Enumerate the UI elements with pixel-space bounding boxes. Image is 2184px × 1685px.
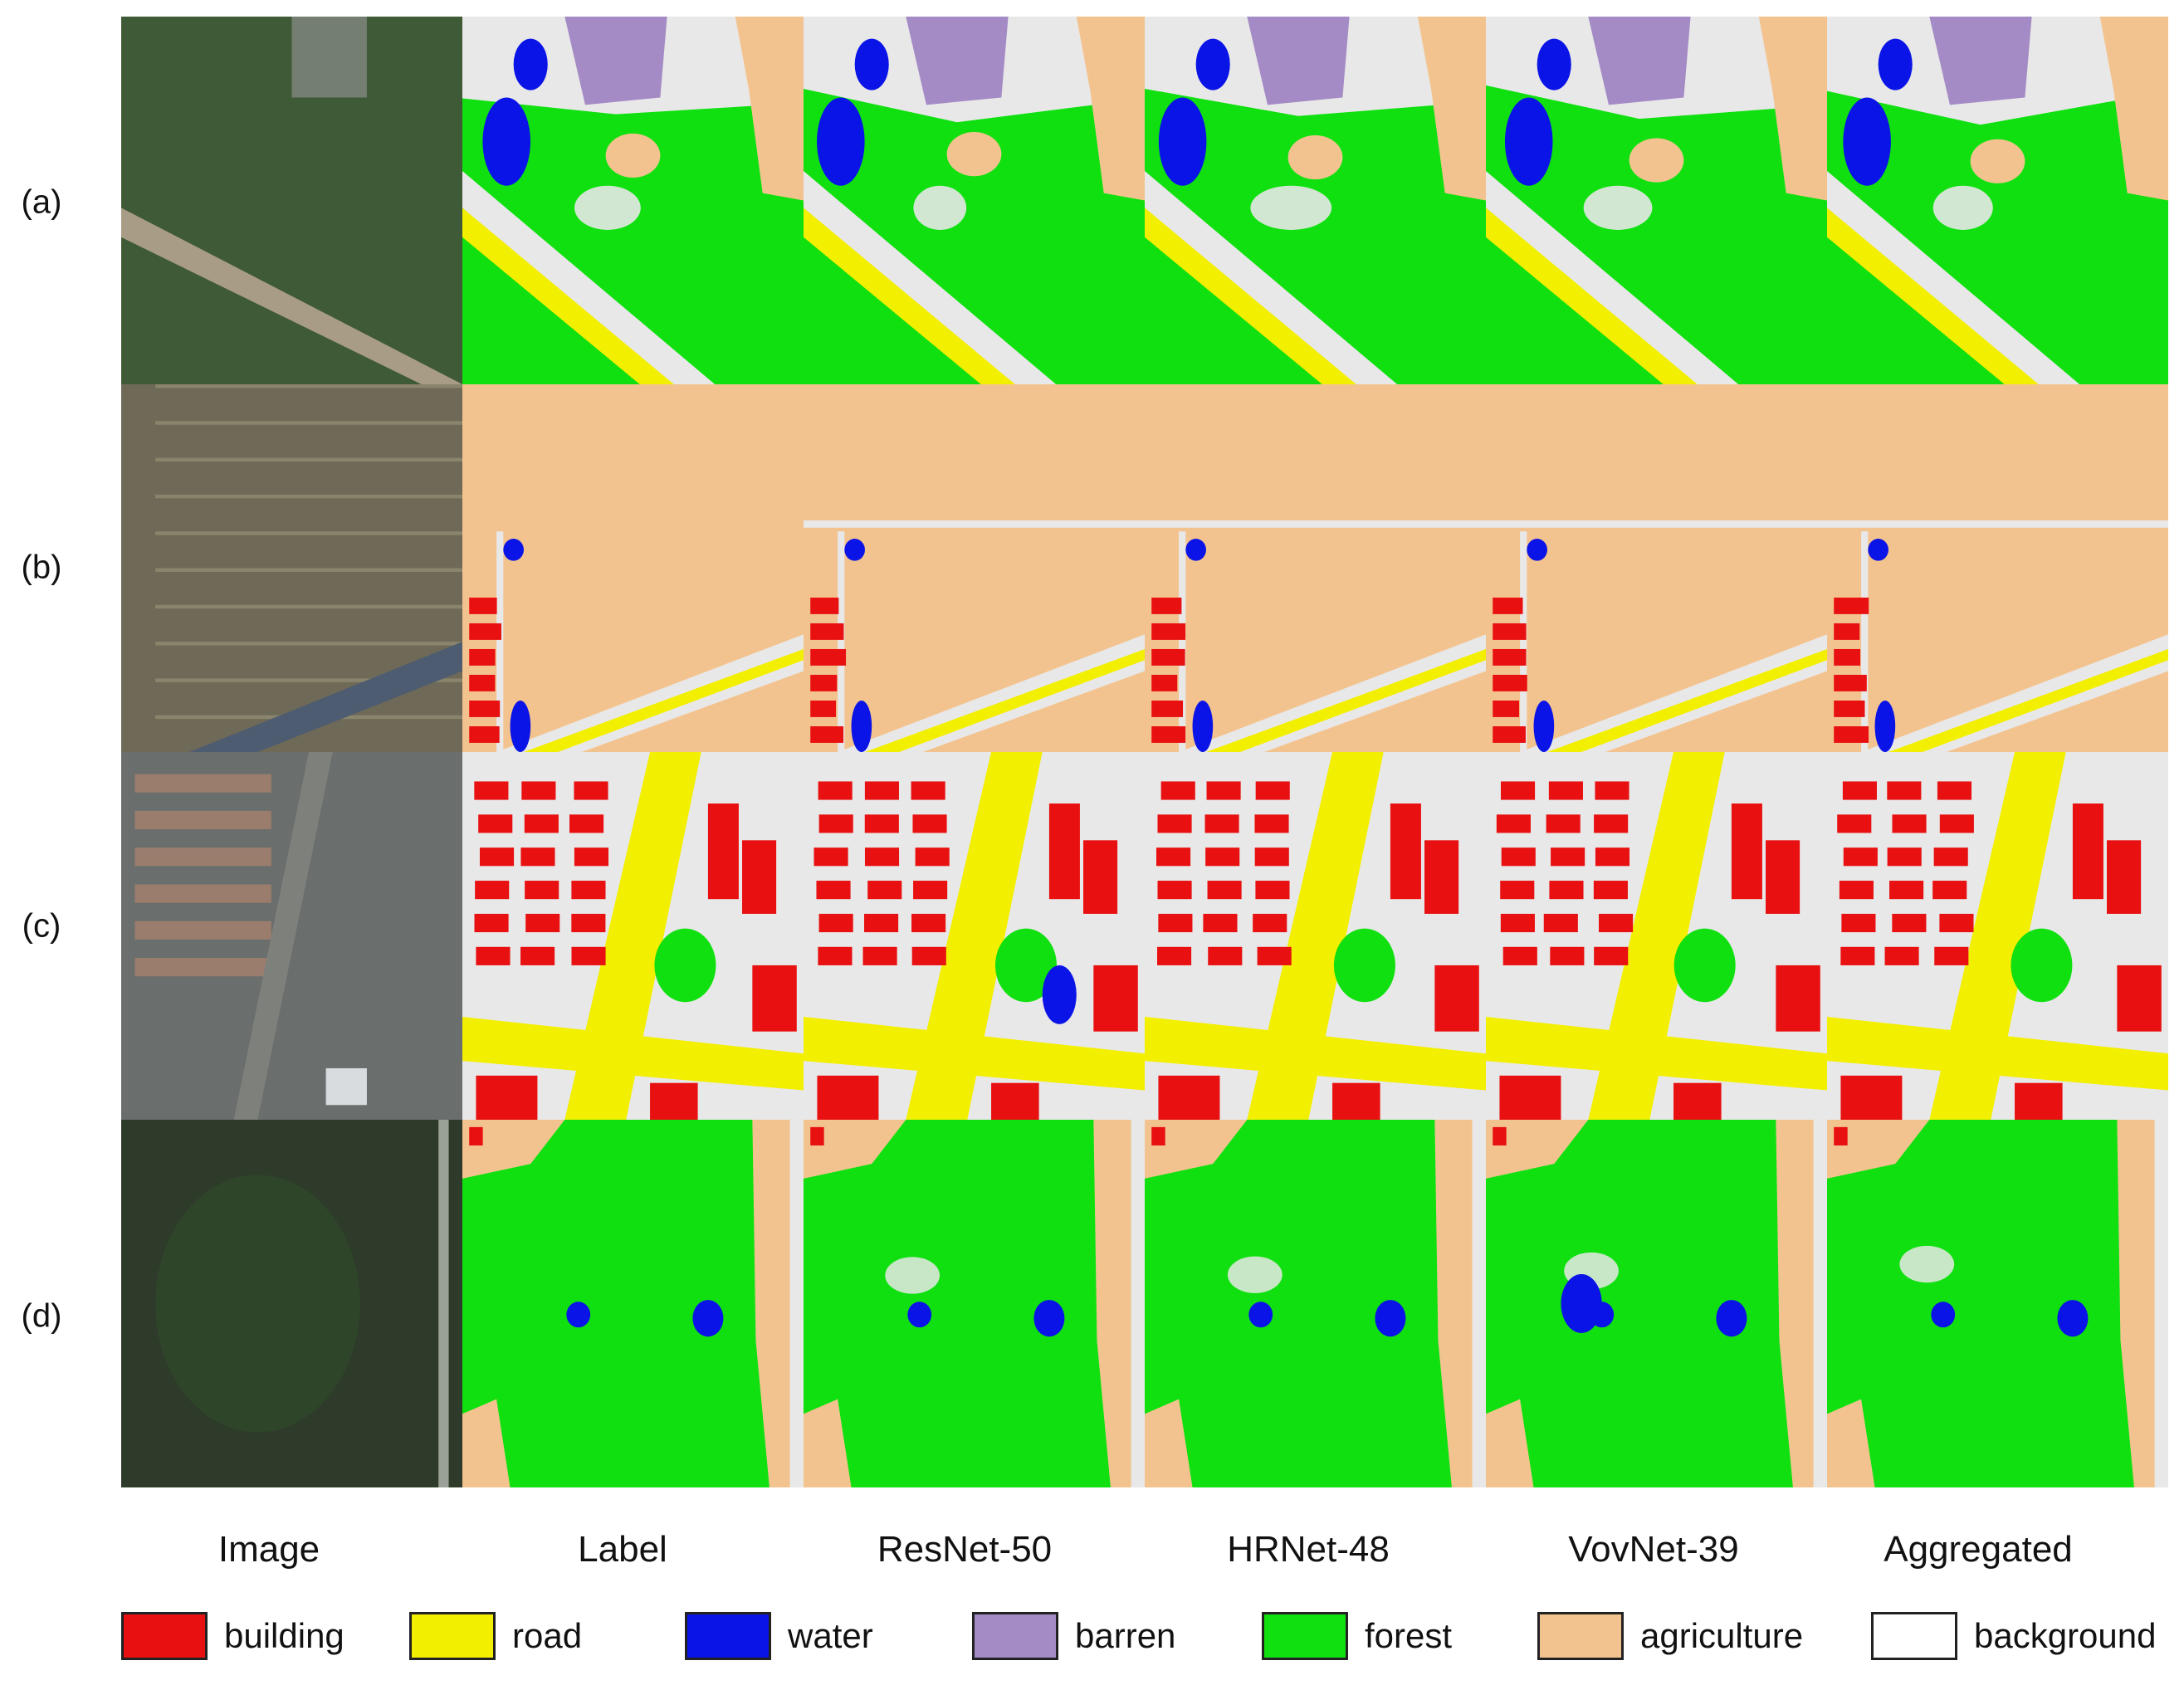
legend-swatch-background [1871,1612,1957,1660]
tile-d-label [462,1120,804,1487]
legend: building road water barren forest agricu… [0,1609,2184,1667]
aerial-image-b-image [121,384,462,752]
legend-item-agriculture: agriculture [1537,1609,1803,1663]
segmentation-map-c-aggregated [1827,752,2168,1120]
legend-item-water: water [685,1609,873,1663]
row-label-b: (b) [21,549,62,586]
tile-c-resnet50 [804,752,1145,1120]
segmentation-map-a-aggregated [1827,17,2168,384]
tile-c-aggregated [1827,752,2168,1120]
segmentation-map-d-vovnet39 [1486,1120,1827,1487]
legend-swatch-water [685,1612,771,1660]
tile-c-vovnet39 [1486,752,1827,1120]
legend-swatch-agriculture [1537,1612,1624,1660]
column-label-vovnet39: VovNet-39 [1568,1529,1739,1570]
segmentation-map-a-hrnet48 [1145,17,1486,384]
tile-d-hrnet48 [1145,1120,1486,1487]
tile-d-vovnet39 [1486,1120,1827,1487]
column-label-label: Label [578,1529,667,1570]
tile-a-image [121,17,462,384]
segmentation-map-c-label [462,752,804,1120]
tile-d-aggregated [1827,1120,2168,1487]
segmentation-map-a-vovnet39 [1486,17,1827,384]
segmentation-map-d-hrnet48 [1145,1120,1486,1487]
tile-b-image [121,384,462,752]
legend-item-background: background [1871,1609,2157,1663]
tile-b-label [462,384,804,752]
column-label-image: Image [217,1529,320,1570]
segmentation-map-b-label [462,384,804,752]
tile-d-image [121,1120,462,1487]
tile-a-vovnet39 [1486,17,1827,384]
tile-b-hrnet48 [1145,384,1486,752]
tile-a-hrnet48 [1145,17,1486,384]
legend-swatch-forest [1262,1612,1348,1660]
legend-item-barren: barren [972,1609,1175,1663]
segmentation-map-d-label [462,1120,804,1487]
legend-label-forest: forest [1365,1616,1453,1655]
tile-b-resnet50 [804,384,1145,752]
legend-label-barren: barren [1075,1616,1176,1655]
segmentation-map-b-resnet50 [804,384,1145,752]
segmentation-map-c-vovnet39 [1486,752,1827,1120]
row-label-c: (c) [22,907,61,945]
tile-c-image [121,752,462,1120]
legend-label-agriculture: agriculture [1640,1616,1804,1655]
legend-swatch-building [121,1612,208,1660]
legend-item-road: road [409,1609,582,1663]
tile-d-resnet50 [804,1120,1145,1487]
column-label-hrnet48: HRNet-48 [1227,1529,1390,1570]
legend-item-forest: forest [1262,1609,1452,1663]
tile-b-vovnet39 [1486,384,1827,752]
column-label-aggregated: Aggregated [1884,1529,2073,1570]
tile-a-label [462,17,804,384]
segmentation-map-b-aggregated [1827,384,2168,752]
segmentation-map-d-resnet50 [804,1120,1145,1487]
tile-a-aggregated [1827,17,2168,384]
legend-label-building: building [224,1616,344,1655]
tile-a-resnet50 [804,17,1145,384]
segmentation-map-b-hrnet48 [1145,384,1486,752]
legend-swatch-barren [972,1612,1058,1660]
legend-item-building: building [121,1609,344,1663]
column-label-resnet50: ResNet-50 [877,1529,1053,1570]
tile-c-label [462,752,804,1120]
image-grid [121,17,2168,1487]
legend-label-water: water [788,1616,873,1655]
legend-swatch-road [409,1612,496,1660]
segmentation-map-a-resnet50 [804,17,1145,384]
aerial-image-a-image [121,17,462,384]
tile-c-hrnet48 [1145,752,1486,1120]
aerial-image-d-image [121,1120,462,1487]
segmentation-map-d-aggregated [1827,1120,2168,1487]
row-label-a: (a) [21,183,62,221]
row-label-d: (d) [21,1297,62,1335]
segmentation-map-a-label [462,17,804,384]
aerial-image-c-image [121,752,462,1120]
segmentation-map-b-vovnet39 [1486,384,1827,752]
segmentation-map-c-hrnet48 [1145,752,1486,1120]
segmentation-map-c-resnet50 [804,752,1145,1120]
tile-b-aggregated [1827,384,2168,752]
legend-label-road: road [512,1616,583,1655]
legend-label-background: background [1974,1616,2157,1655]
